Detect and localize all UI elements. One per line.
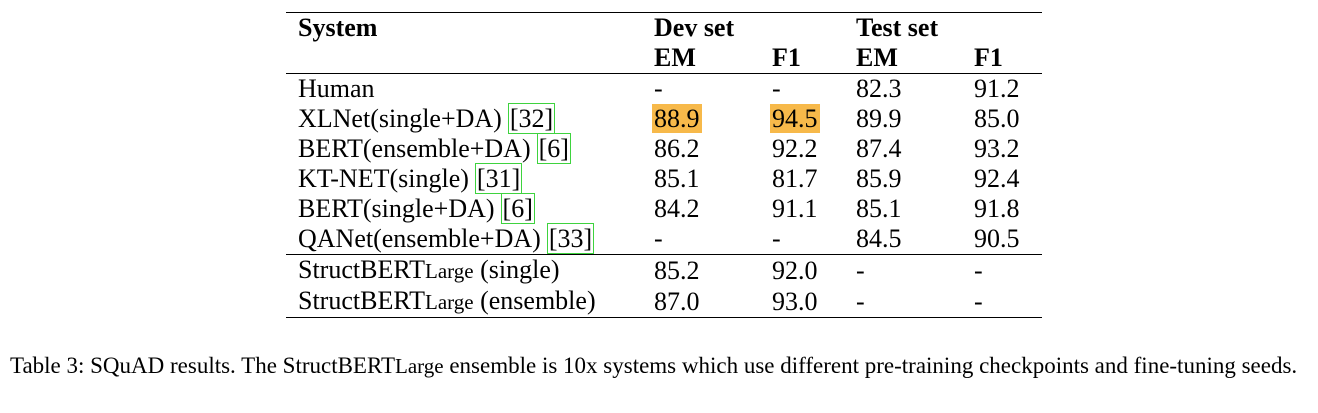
header-row-2: EM F1 EM F1 bbox=[286, 43, 1043, 74]
header-empty bbox=[286, 43, 642, 74]
system-name: StructBERTLarge (single) bbox=[286, 254, 642, 286]
dev-f1-cell: - bbox=[772, 224, 781, 253]
header-test-set: Test set bbox=[844, 12, 1043, 43]
system-name: XLNet(single+DA) [32] bbox=[298, 103, 556, 134]
dev-f1-cell: - bbox=[772, 74, 781, 103]
header-system: System bbox=[286, 12, 642, 43]
test-em-cell: 89.9 bbox=[856, 104, 902, 133]
header-test-em: EM bbox=[844, 43, 963, 74]
test-f1-cell: 90.5 bbox=[974, 224, 1020, 253]
system-name: KT-NET(single) [31] bbox=[298, 163, 523, 194]
dev-em-cell: - bbox=[654, 74, 663, 103]
test-f1-cell: 93.2 bbox=[974, 134, 1020, 163]
dev-em-cell: 85.2 bbox=[642, 254, 760, 286]
test-em-cell: 85.1 bbox=[856, 194, 902, 223]
system-name: QANet(ensemble+DA) [33] bbox=[298, 223, 595, 254]
test-f1-cell: - bbox=[962, 254, 1043, 286]
table-row: BERT(ensemble+DA) [6] 86.2 92.2 87.4 93.2 bbox=[286, 133, 1042, 164]
dev-em-cell: 86.2 bbox=[654, 134, 700, 163]
dev-em-cell: 85.1 bbox=[654, 164, 700, 193]
highlighted-best-value: 88.9 bbox=[652, 104, 702, 133]
citation-link[interactable]: [31] bbox=[474, 163, 523, 194]
table-row-ours: StructBERTLarge (single) 85.2 92.0 - - bbox=[286, 254, 1043, 286]
dev-f1-cell: 93.0 bbox=[760, 286, 845, 318]
system-name: BERT(single+DA) [6] bbox=[298, 193, 535, 224]
test-em-cell: - bbox=[844, 286, 963, 318]
test-f1-cell: - bbox=[962, 286, 1043, 318]
test-f1-cell: 91.8 bbox=[974, 194, 1020, 223]
table-caption: Table 3: SQuAD results. The StructBERTLa… bbox=[10, 353, 1298, 378]
citation-link[interactable]: [32] bbox=[507, 103, 556, 134]
highlighted-best-value: 94.5 bbox=[770, 104, 820, 133]
citation-link[interactable]: [33] bbox=[546, 223, 595, 254]
dev-f1-cell: 91.1 bbox=[772, 194, 818, 223]
system-name: StructBERTLarge (ensemble) bbox=[286, 286, 642, 318]
results-table-container: System Dev set Test set EM F1 EM F1 Huma… bbox=[286, 12, 1043, 318]
dev-f1-cell: 92.0 bbox=[760, 254, 845, 286]
table-row: Human - - 82.3 91.2 bbox=[286, 74, 1042, 105]
header-dev-em: EM bbox=[642, 43, 760, 74]
citation-link[interactable]: [6] bbox=[536, 133, 571, 164]
dev-em-cell: - bbox=[654, 224, 663, 253]
test-em-cell: 82.3 bbox=[856, 74, 902, 103]
header-row-1: System Dev set Test set bbox=[286, 12, 1043, 43]
dev-f1-cell: 81.7 bbox=[772, 164, 818, 193]
test-em-cell: - bbox=[844, 254, 963, 286]
dev-em-cell: 84.2 bbox=[654, 194, 700, 223]
test-em-cell: 87.4 bbox=[856, 134, 902, 163]
table-row: XLNet(single+DA) [32] 88.9 94.5 89.9 85.0 bbox=[286, 103, 1042, 134]
squad-results-table: System Dev set Test set EM F1 EM F1 Huma… bbox=[286, 12, 1043, 318]
table-row: BERT(single+DA) [6] 84.2 91.1 85.1 91.8 bbox=[286, 193, 1042, 224]
system-name: BERT(ensemble+DA) [6] bbox=[298, 133, 571, 164]
dev-f1-cell: 92.2 bbox=[772, 134, 818, 163]
test-f1-cell: 91.2 bbox=[974, 74, 1020, 103]
system-name: Human bbox=[298, 74, 375, 103]
dev-em-cell: 88.9 bbox=[642, 104, 760, 134]
dev-em-cell: 87.0 bbox=[642, 286, 760, 318]
dev-f1-cell: 94.5 bbox=[760, 104, 844, 134]
test-em-cell: 85.9 bbox=[856, 164, 902, 193]
header-dev-f1: F1 bbox=[760, 43, 845, 74]
header-test-f1: F1 bbox=[962, 43, 1043, 74]
citation-link[interactable]: [6] bbox=[500, 193, 535, 224]
header-dev-set: Dev set bbox=[642, 12, 845, 43]
table-row: KT-NET(single) [31] 85.1 81.7 85.9 92.4 bbox=[286, 163, 1042, 194]
table-row-ours: StructBERTLarge (ensemble) 87.0 93.0 - - bbox=[286, 286, 1043, 318]
table-row: QANet(ensemble+DA) [33] - - 84.5 90.5 bbox=[286, 223, 1042, 255]
test-f1-cell: 92.4 bbox=[974, 164, 1020, 193]
test-f1-cell: 85.0 bbox=[974, 104, 1020, 133]
test-em-cell: 84.5 bbox=[856, 224, 902, 253]
